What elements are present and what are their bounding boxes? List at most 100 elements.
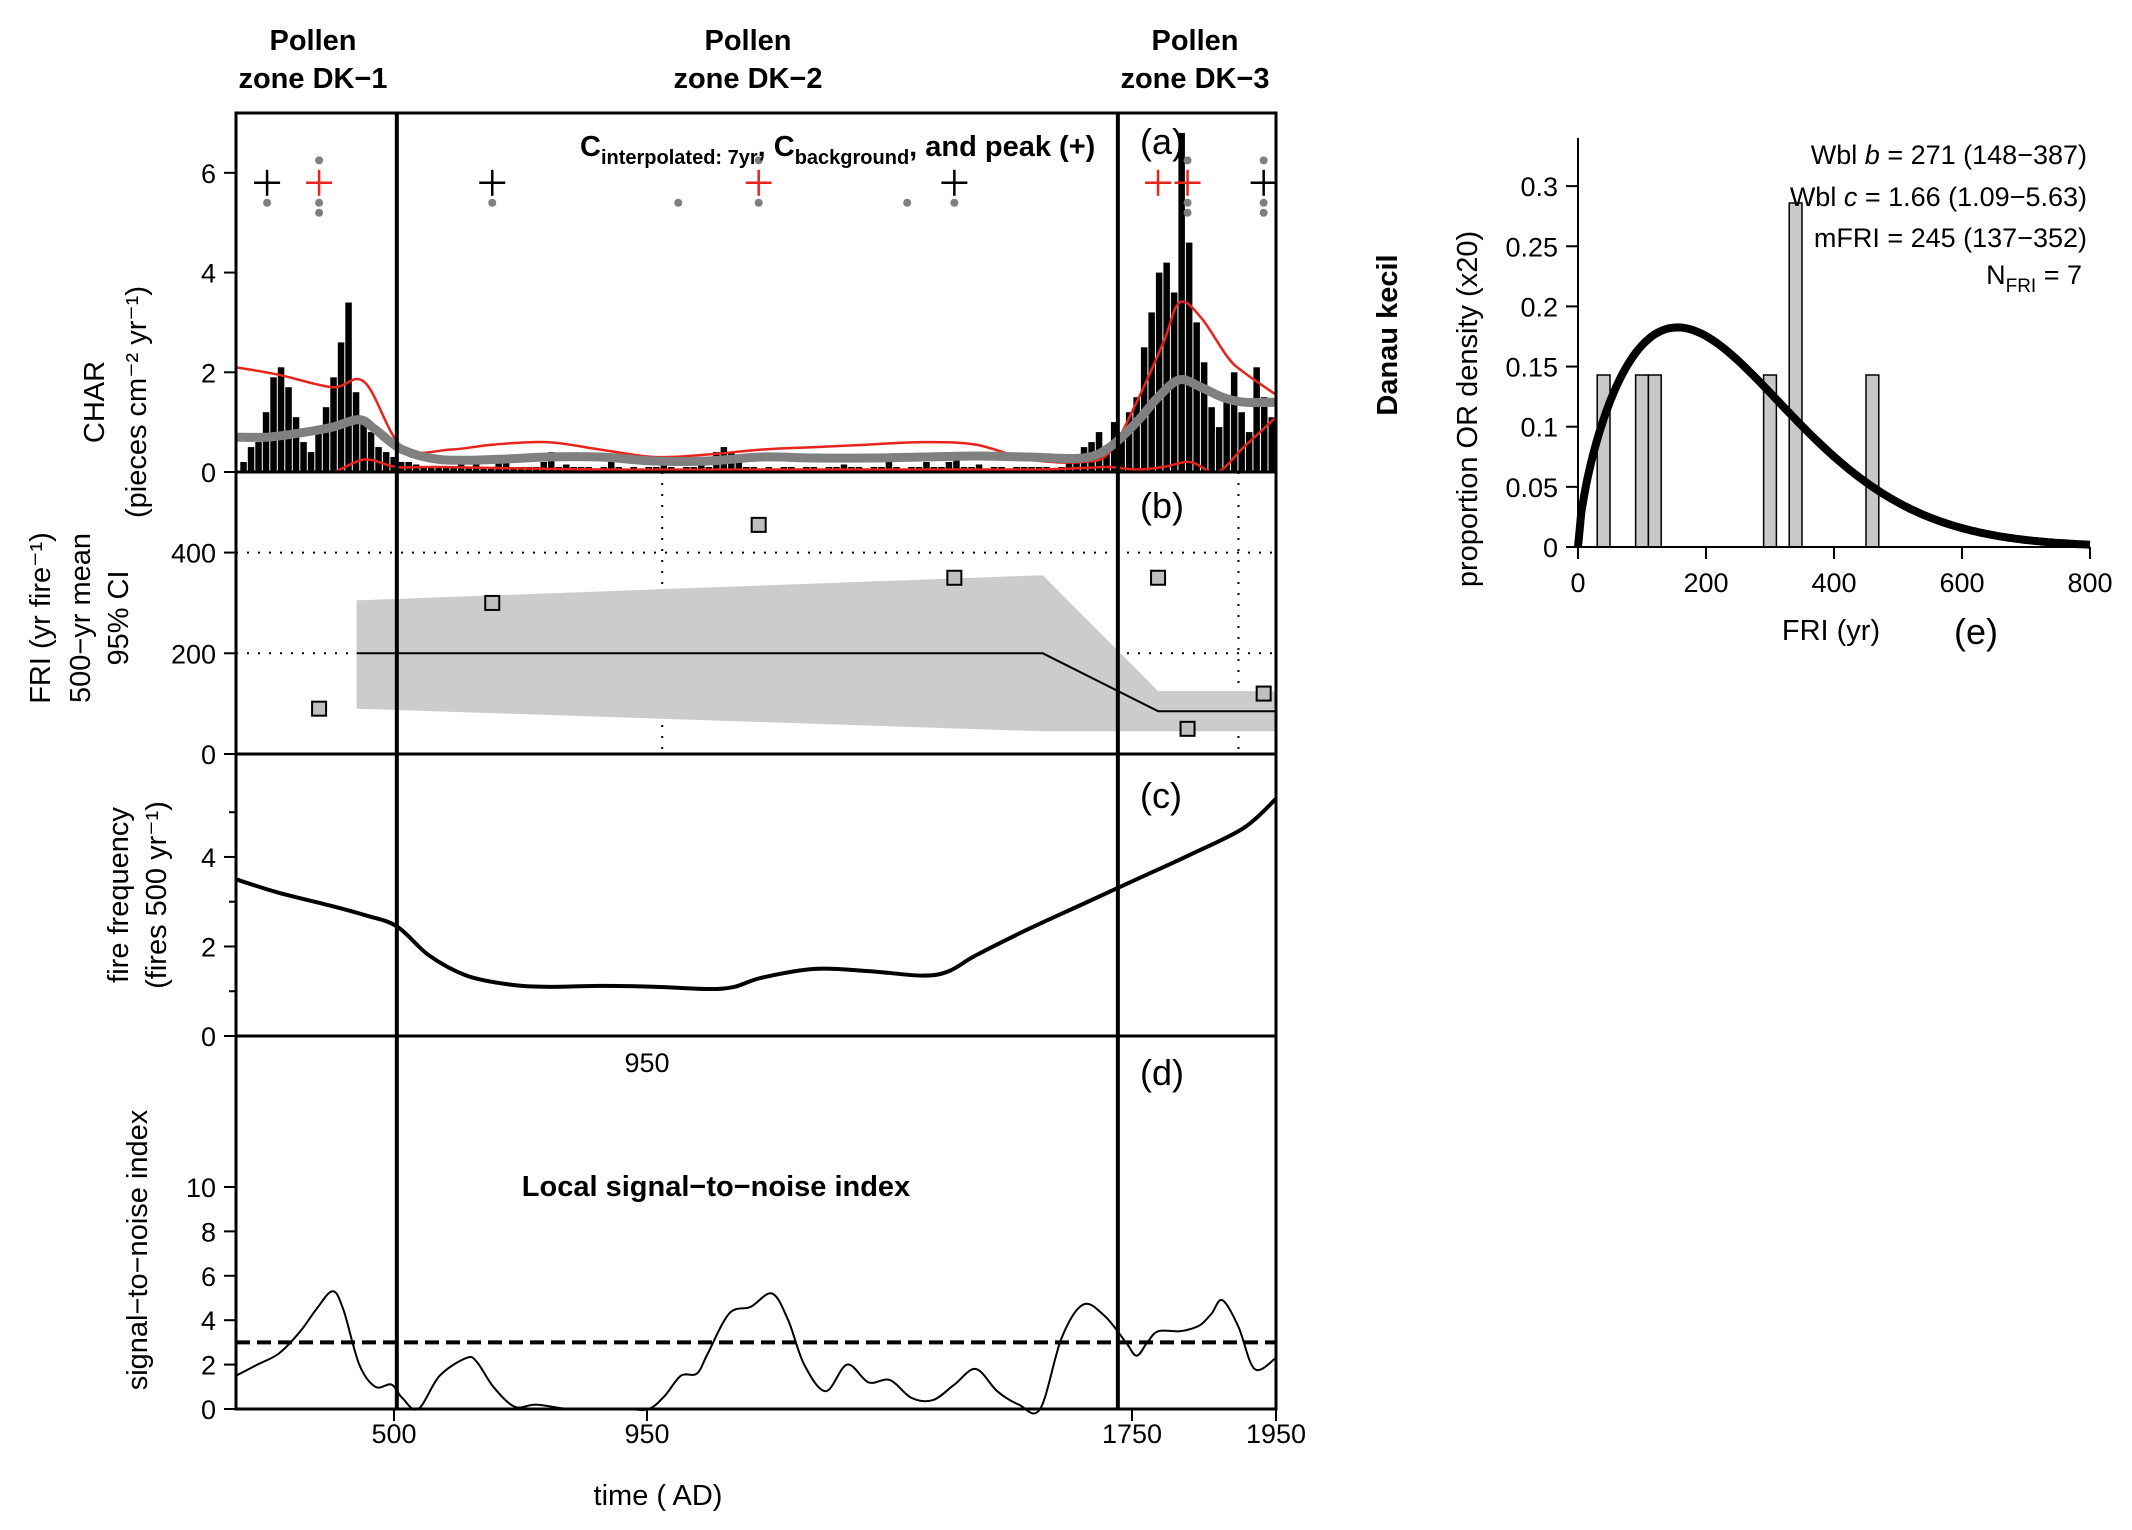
panel-e-xlabel: FRI (yr) — [1782, 615, 1880, 647]
zone-headings: Pollen zone DK−1 Pollen zone DK−2 Pollen… — [238, 25, 1269, 95]
panel-a-ylabel-1: CHAR — [79, 361, 111, 443]
fri-mean-line — [356, 652, 1276, 713]
stat-nfri: NFRI = 7 — [1986, 260, 2082, 297]
char-bar — [307, 452, 315, 472]
peak-dot — [1259, 208, 1268, 217]
peak-dot — [315, 198, 324, 207]
fri-bar — [1788, 202, 1803, 548]
char-bar — [292, 417, 300, 472]
panel-d-xtick-label: 950 — [624, 1419, 669, 1449]
zone-3-subtitle: zone DK−3 — [1120, 63, 1269, 95]
panel-c-ylabel-1: fire frequency — [103, 807, 135, 983]
char-bar — [315, 432, 322, 472]
panel-b-ylabel-1: FRI (yr fire⁻¹) — [25, 532, 57, 704]
fri-bar — [1634, 374, 1650, 548]
char-bar — [277, 367, 285, 472]
char-bar — [1245, 432, 1253, 472]
panel-b-yaxis: 0 200 400 — [171, 539, 236, 770]
panel-c-ylabel-2: (fires 500 yr⁻¹) — [141, 801, 173, 989]
peak-dot — [1259, 156, 1268, 165]
peak-dot — [754, 198, 763, 207]
panel-d-title: Local signal−to−noise index — [522, 1171, 910, 1203]
frequency-curve — [235, 797, 1278, 992]
char-bar — [270, 377, 277, 472]
panel-a-ylabel-2: (pieces cm⁻² yr⁻¹) — [121, 286, 153, 518]
panel-b-ylabel-3: 95% CI — [103, 570, 135, 665]
panel-c-xtick-950: 950 — [624, 1048, 669, 1078]
panel-c-ytick-label: 2 — [201, 932, 216, 962]
panel-c-ytick-label: 0 — [201, 1022, 216, 1052]
peak-dot — [903, 198, 912, 207]
stat-mfri: mFRI = 245 (137−352) — [1814, 223, 2087, 253]
panel-a-ytick-label: 6 — [201, 159, 216, 189]
fri-points — [311, 516, 1272, 737]
fri-point — [1255, 685, 1272, 702]
fri-point — [1179, 720, 1196, 737]
char-bar — [945, 462, 953, 472]
panel-a-title: Cinterpolated: 7yr, Cbackground, and pea… — [580, 131, 1095, 169]
fri-point — [484, 594, 501, 611]
panel-b-ytick-label: 200 — [171, 639, 216, 669]
char-bar — [1185, 242, 1193, 472]
char-bar — [1155, 272, 1163, 472]
panel-a: 0 2 4 6 Cinterpolated: 7yr, Cbackground, an… — [79, 111, 1278, 518]
panel-d-ytick-label: 10 — [186, 1173, 216, 1203]
char-bar — [255, 442, 262, 472]
zone-2-subtitle: zone DK−2 — [673, 63, 822, 95]
panel-a-ytick-label: 0 — [201, 458, 216, 488]
stat-wbl-c: Wbl c = 1.66 (1.09−5.63) — [1790, 182, 2087, 212]
panel-e-xtick-label: 0 — [1570, 568, 1585, 598]
weibull-curve — [1574, 323, 2091, 549]
panel-d-xtick-label: 1950 — [1246, 1419, 1306, 1449]
panel-b-ytick-label: 0 — [201, 740, 216, 770]
time-axis-label: time ( AD) — [594, 1480, 723, 1512]
char-bar — [540, 462, 547, 472]
char-bar — [1268, 417, 1275, 472]
panel-d-ytick-label: 4 — [201, 1306, 216, 1336]
char-bar — [1118, 432, 1125, 472]
char-bar — [390, 457, 397, 472]
char-bar — [427, 467, 435, 472]
panel-e-xtick-label: 800 — [2067, 568, 2112, 598]
zone-1-title: Pollen — [269, 25, 356, 57]
panel-e-xtick-label: 400 — [1811, 568, 1856, 598]
char-bar — [487, 467, 495, 472]
panel-d-xtick-label: 1750 — [1102, 1419, 1162, 1449]
peak-dot — [754, 156, 763, 165]
char-bar — [442, 467, 450, 472]
char-threshold-lines — [236, 300, 1276, 472]
zone-boundaries — [394, 113, 1120, 1409]
panel-e-ytick-label: 0.05 — [1505, 473, 1558, 503]
char-bar — [1261, 397, 1268, 472]
panel-e-ytick-label: 0 — [1543, 533, 1558, 563]
char-bar — [608, 462, 615, 472]
panel-c: 0 2 4 950 (c) fire frequency (fires 500 yr… — [103, 752, 1278, 1078]
char-bar — [1103, 452, 1110, 472]
panel-e: 0 0.05 0.1 0.15 0.2 0.25 0.3 0 200 400 600 800 Wbl … — [1372, 138, 2113, 652]
char-bar — [382, 452, 390, 472]
char-bar — [1148, 312, 1155, 472]
panel-b-ylabel-2: 500−yr mean — [65, 533, 97, 703]
weibull-line — [1574, 323, 2091, 549]
site-name: Danau kecil — [1372, 254, 1404, 415]
panel-e-ytick-label: 0.3 — [1520, 172, 1558, 202]
panel-d: 0 2 4 6 8 10 500 950 1750 1950 Local signal−to−n… — [122, 1034, 1306, 1512]
panel-e-xtick-label: 200 — [1683, 568, 1728, 598]
panel-d-ytick-label: 6 — [201, 1262, 216, 1292]
panel-a-ytick-label: 4 — [201, 259, 216, 289]
panel-e-ylabel: proportion OR density (x20) — [1452, 231, 1484, 587]
threshold-line — [236, 415, 1276, 472]
fri-point — [750, 516, 767, 533]
char-peaks — [254, 156, 1277, 217]
char-bar — [495, 457, 502, 472]
zone-3-title: Pollen — [1151, 25, 1238, 57]
panel-e-ytick-label: 0.2 — [1520, 292, 1558, 322]
fri-point — [946, 569, 963, 586]
char-bar — [465, 467, 472, 472]
char-bar — [660, 462, 667, 472]
panel-a-label: (a) — [1140, 121, 1184, 162]
background-line — [236, 375, 1276, 467]
panel-d-ytick-label: 2 — [201, 1351, 216, 1381]
panel-e-xtick-label: 600 — [1939, 568, 1984, 598]
